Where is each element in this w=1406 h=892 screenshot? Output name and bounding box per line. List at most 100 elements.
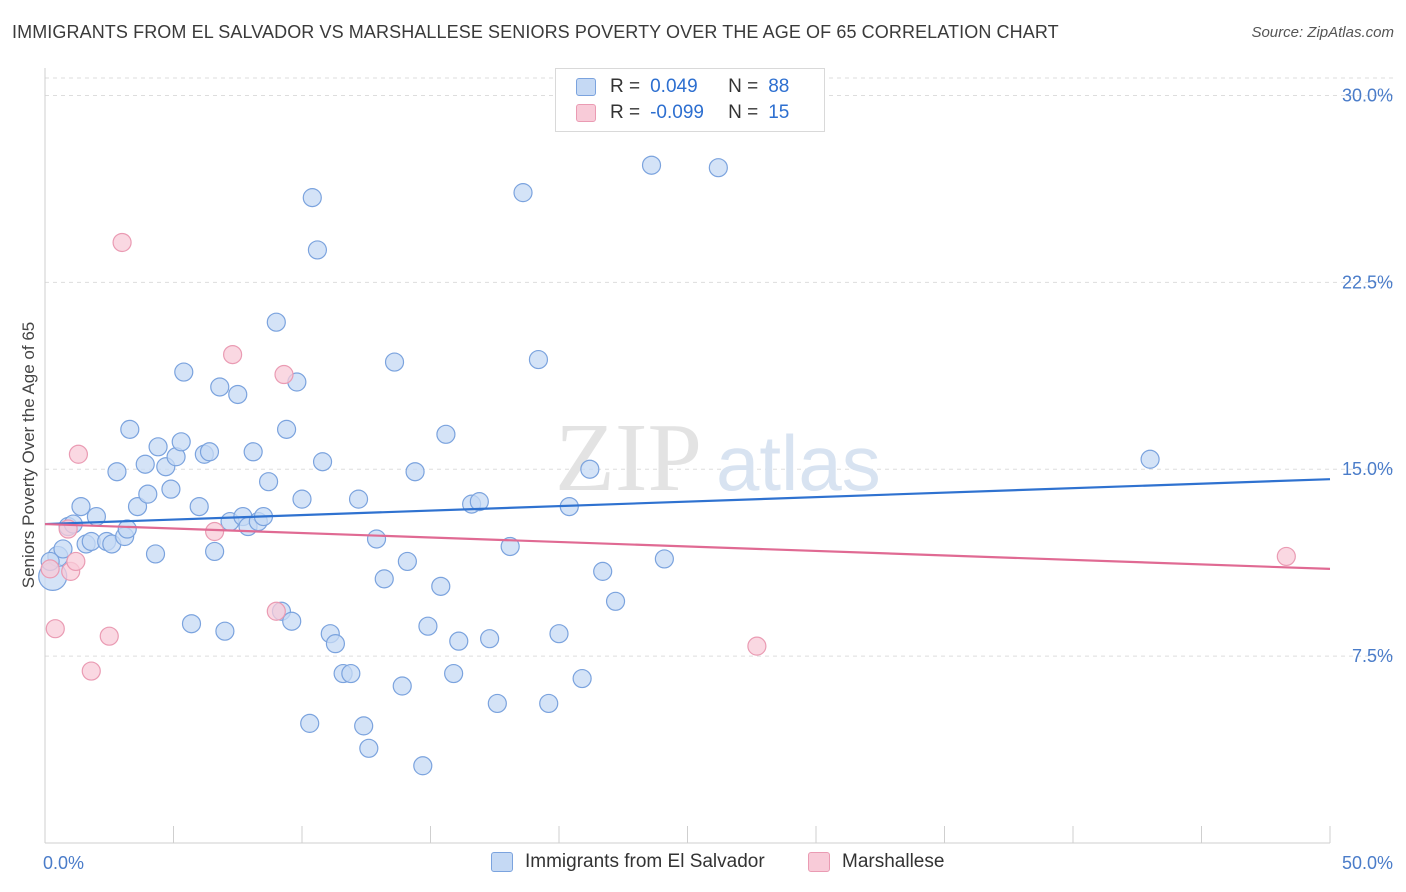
legend-r-label: R = (610, 76, 641, 97)
data-point (300, 713, 320, 733)
trend-lines (44, 478, 1331, 570)
data-point (405, 462, 425, 482)
data-point (307, 240, 328, 260)
data-point (138, 484, 158, 504)
axes (44, 68, 1331, 844)
data-point (572, 668, 592, 689)
x-tick-label-min: 0.0% (43, 853, 84, 873)
data-point (354, 716, 374, 736)
data-point (210, 377, 230, 397)
data-point (161, 479, 181, 499)
x-tick-label-max: 50.0% (1342, 853, 1393, 873)
data-point (1276, 546, 1296, 567)
y-tick-labels: 7.5% 15.0% 22.5% 30.0% (1342, 85, 1393, 666)
data-point (112, 232, 132, 253)
data-point (266, 601, 286, 621)
data-point (513, 183, 533, 203)
data-point (68, 444, 89, 464)
data-point (66, 551, 86, 572)
data-point (292, 489, 312, 509)
data-point (171, 432, 191, 452)
y-tick-label: 30.0% (1342, 85, 1393, 105)
data-point (205, 521, 225, 542)
data-point (431, 576, 451, 596)
data-point (71, 496, 91, 517)
trend-line-marshallese (44, 522, 1331, 570)
data-point (117, 519, 137, 539)
data-point (276, 419, 297, 439)
legend-n-value: 88 (768, 76, 790, 97)
data-point (413, 756, 433, 776)
data-point (189, 496, 209, 517)
source-label: Source: ZipAtlas.com (1251, 24, 1394, 41)
data-point (392, 676, 412, 696)
trend-line-immigrants-from-el-salvador (44, 478, 1331, 526)
data-point (258, 472, 279, 492)
data-point (215, 621, 235, 641)
data-point (654, 549, 674, 569)
data-point (120, 419, 140, 439)
data-point (282, 611, 302, 631)
legend-r-value: 0.049 (650, 76, 698, 97)
data-point (40, 559, 60, 579)
data-point (348, 489, 369, 509)
legend-item-immigrants-from-el-salvador: Immigrants from El Salvador (491, 851, 765, 873)
data-point (312, 452, 333, 472)
legend-n-value: 15 (768, 102, 790, 123)
data-point (487, 693, 507, 714)
data-point (53, 539, 73, 559)
data-point (341, 663, 361, 684)
legend-r-label: R = (610, 102, 641, 123)
data-point (127, 496, 148, 517)
chart-title: IMMIGRANTS FROM EL SALVADOR VS MARSHALLE… (12, 22, 1059, 42)
data-point (549, 624, 569, 644)
x-tick-labels: 0.0% 50.0% (43, 853, 1393, 873)
data-point (449, 631, 469, 651)
data-point (228, 384, 248, 405)
legend-row-blue: R = 0.049 N = 88 (576, 74, 789, 100)
legend-r-value: -0.099 (650, 102, 704, 123)
data-point (1140, 449, 1160, 469)
y-tick-label: 7.5% (1352, 646, 1393, 666)
data-point (418, 616, 438, 636)
data-point (444, 663, 464, 684)
data-point (436, 424, 456, 444)
data-point (45, 619, 65, 639)
data-point (747, 636, 767, 656)
legend-swatch-pink (576, 104, 596, 122)
data-point (243, 442, 263, 462)
legend-label: Marshallese (842, 851, 945, 872)
data-point (302, 188, 322, 208)
data-point (500, 536, 520, 557)
series-legend: Immigrants from El Salvador Marshallese (0, 851, 1406, 877)
y-tick-label: 22.5% (1342, 272, 1393, 292)
data-point (593, 561, 613, 581)
data-point (174, 362, 194, 382)
data-point (539, 693, 559, 714)
data-point (223, 344, 243, 365)
data-point (366, 529, 387, 549)
legend-item-marshallese: Marshallese (808, 851, 944, 873)
legend-swatch-pink (808, 852, 830, 872)
data-point (181, 614, 202, 634)
data-point (81, 661, 101, 681)
data-point (359, 738, 379, 758)
data-point (148, 437, 168, 457)
y-axis-label: Seniors Poverty Over the Age of 65 (19, 322, 38, 588)
data-point (528, 349, 549, 370)
data-point (205, 541, 225, 562)
data-point (199, 442, 220, 462)
data-point (580, 459, 600, 479)
watermark-zip: ZIP (555, 404, 702, 512)
data-point (469, 492, 489, 512)
watermark-atlas: atlas (716, 419, 881, 507)
data-point (325, 634, 346, 654)
data-point (99, 626, 119, 646)
data-point (135, 454, 155, 474)
data-point (266, 312, 286, 332)
legend-swatch-blue (576, 78, 596, 96)
data-point (605, 591, 626, 611)
data-point (397, 551, 417, 572)
series-immigrants-from-el-salvador (38, 155, 1160, 776)
